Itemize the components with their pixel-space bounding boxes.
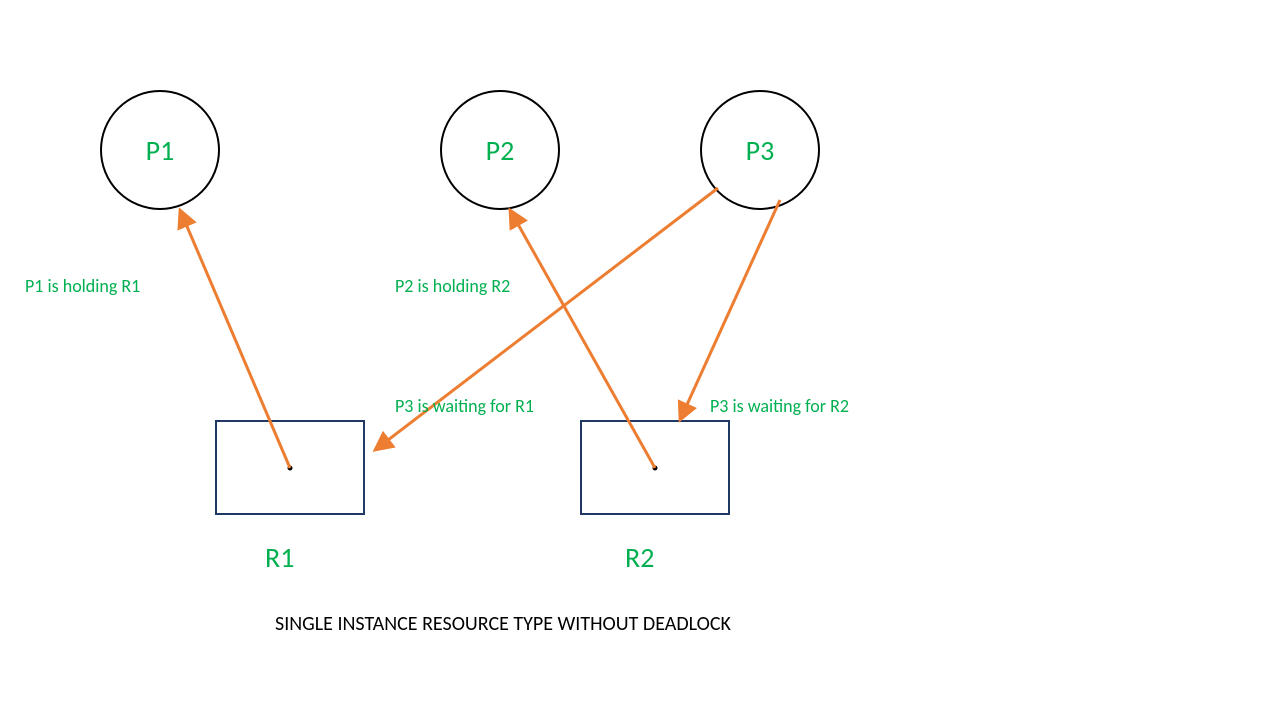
- edge-label-r1-p1: P1 is holding R1: [25, 275, 140, 297]
- edge-p3-r2: [680, 200, 780, 420]
- process-p3-label: P3: [746, 133, 775, 168]
- resource-r2: [580, 420, 730, 515]
- process-p2: P2: [440, 90, 560, 210]
- edge-label-p3-r1: P3 is waiting for R1: [395, 395, 534, 417]
- process-p1-label: P1: [146, 133, 175, 168]
- resource-r2-label: R2: [625, 540, 654, 575]
- resource-r1: [215, 420, 365, 515]
- resource-r1-label: R1: [265, 540, 294, 575]
- process-p2-label: P2: [486, 133, 515, 168]
- process-p1: P1: [100, 90, 220, 210]
- edge-label-p3-r2: P3 is waiting for R2: [710, 395, 849, 417]
- process-p3: P3: [700, 90, 820, 210]
- edge-label-r2-p2: P2 is holding R2: [395, 275, 510, 297]
- diagram-title: SINGLE INSTANCE RESOURCE TYPE WITHOUT DE…: [275, 612, 731, 636]
